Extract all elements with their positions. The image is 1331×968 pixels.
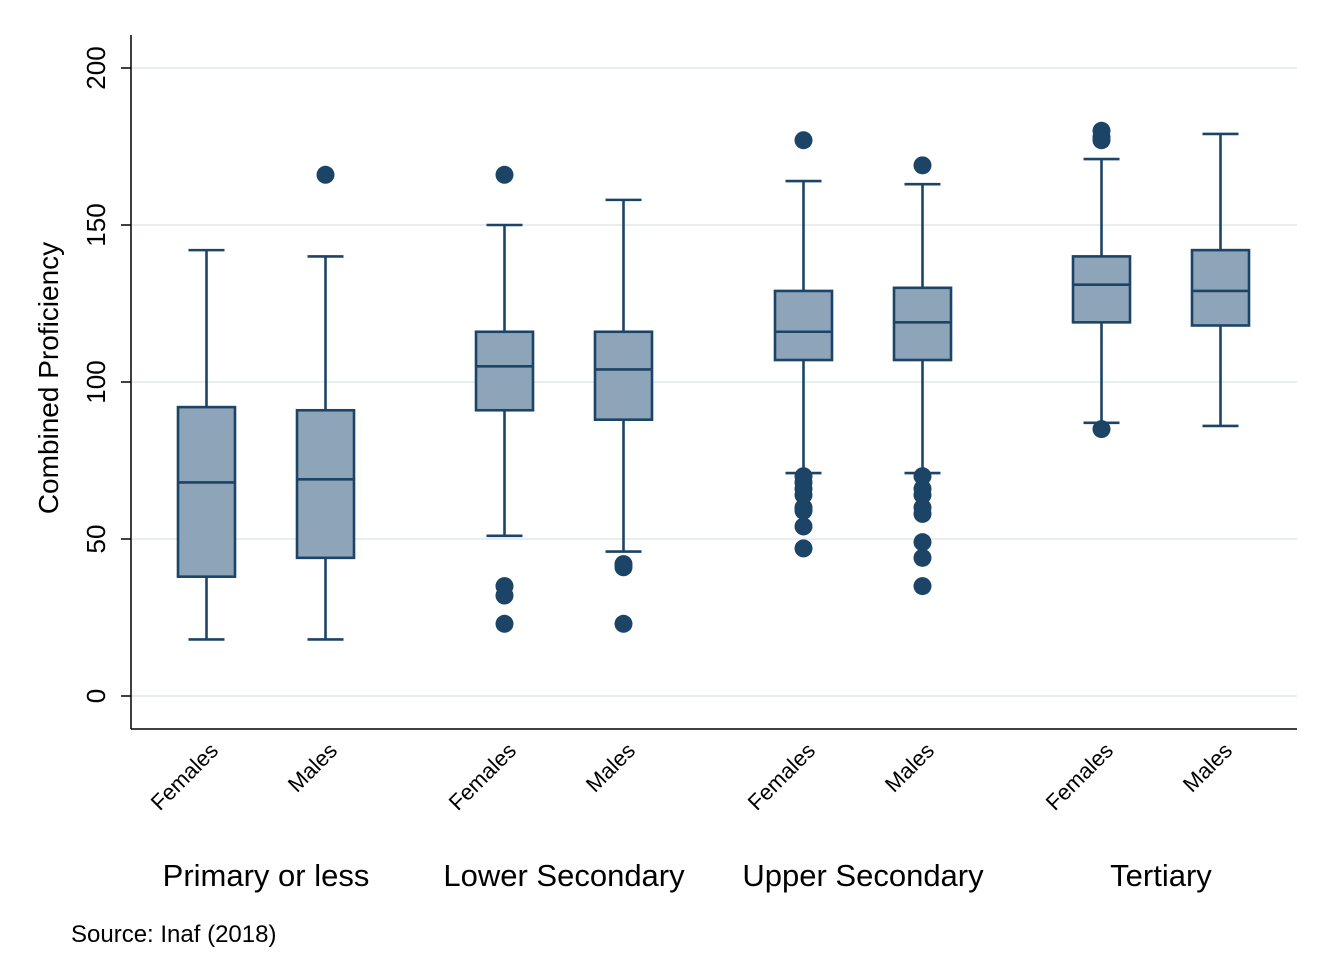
- y-tick-label: 0: [81, 689, 111, 703]
- outlier-point: [1092, 420, 1111, 439]
- outlier-point: [316, 165, 335, 184]
- group-label: Upper Secondary: [742, 858, 984, 893]
- outlier-point: [495, 614, 514, 633]
- group-label: Tertiary: [1110, 858, 1212, 893]
- outlier-point: [794, 486, 813, 505]
- outlier-point: [794, 501, 813, 520]
- box-iqr: [176, 405, 237, 578]
- y-tick-label: 50: [81, 525, 111, 554]
- outlier-point: [794, 131, 813, 150]
- y-ticks: 0 50 100 150 200: [81, 46, 131, 703]
- box-iqr: [474, 330, 535, 412]
- outlier-point: [913, 577, 932, 596]
- outlier-point: [913, 156, 932, 175]
- group-label: Primary or less: [163, 858, 370, 893]
- source-note: Source: Inaf (2018): [71, 921, 276, 948]
- group-labels: Primary or less Lower Secondary Upper Seco…: [163, 858, 1213, 893]
- y-tick-label: 150: [81, 203, 111, 246]
- box-iqr: [892, 286, 953, 362]
- outlier-point: [614, 614, 633, 633]
- outlier-point: [794, 539, 813, 558]
- box-iqr: [773, 289, 834, 362]
- outlier-point: [495, 165, 514, 184]
- box-iqr: [295, 408, 356, 560]
- box-iqr: [1071, 255, 1132, 324]
- outlier-point: [913, 467, 932, 486]
- group-label: Lower Secondary: [443, 858, 685, 893]
- outlier-point: [913, 504, 932, 523]
- box-iqr: [1190, 248, 1251, 327]
- y-tick-label: 200: [81, 46, 111, 89]
- outlier-point: [1092, 131, 1111, 150]
- y-axis-title: Combined Proficiency: [33, 242, 64, 514]
- outlier-point: [913, 533, 932, 552]
- box-series: [176, 121, 1251, 641]
- outlier-point: [913, 548, 932, 567]
- outlier-point: [794, 517, 813, 536]
- y-tick-label: 100: [81, 360, 111, 403]
- outlier-point: [614, 558, 633, 577]
- box-iqr: [593, 330, 654, 421]
- outlier-point: [913, 486, 932, 505]
- outlier-point: [495, 586, 514, 605]
